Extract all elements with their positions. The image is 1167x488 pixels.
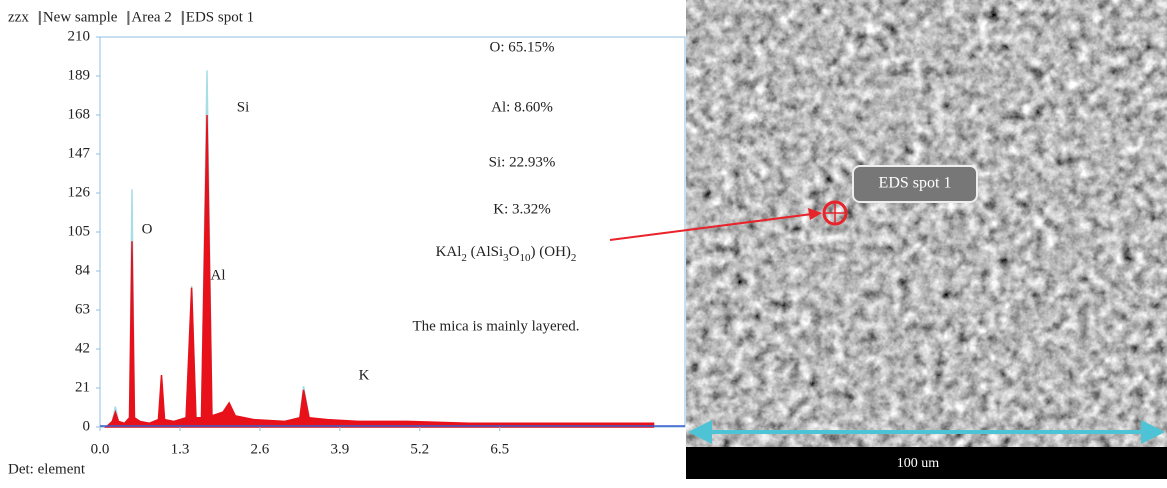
note: The mica is mainly layered. (412, 318, 579, 334)
breadcrumb: Area 2 (131, 9, 171, 25)
separator (182, 11, 184, 25)
peak-label: Si (237, 99, 250, 115)
formula: KAl2 (AlSi3O10) (OH)2 (436, 244, 577, 263)
peak-label: K (359, 367, 370, 383)
formula-part: (AlSi (467, 244, 503, 260)
x-tick-label: 1.3 (171, 441, 190, 457)
breadcrumb: New sample (43, 9, 118, 25)
chart: zzx New sample Area 2 EDS spot 1 Det: eleme… (0, 0, 1167, 483)
y-tick-label: 84 (75, 262, 91, 278)
breadcrumb: EDS spot 1 (186, 9, 254, 25)
peak-label: Al (211, 267, 226, 283)
y-tick-label: 63 (75, 301, 90, 317)
formula-part: 2 (571, 252, 577, 264)
x-tick-label: 2.6 (251, 441, 270, 457)
header: zzx New sample Area 2 EDS spot 1 (8, 9, 254, 25)
y-tick-label: 210 (68, 28, 91, 44)
y-tick-label: 42 (75, 340, 90, 356)
spectrum (106, 115, 653, 427)
formula-part: O (509, 244, 520, 260)
scale-label: 100 um (897, 456, 940, 471)
composition: Al: 8.60% (491, 99, 553, 115)
y-tick-label: 105 (68, 223, 91, 239)
composition: O: 65.15% (490, 39, 555, 55)
sem-image: 100 um EDS spot 1 (686, 0, 1167, 479)
y-tick-label: 189 (68, 67, 91, 83)
separator (39, 11, 41, 25)
x-tick-label: 0.0 (91, 441, 110, 457)
formula-part: KAl (436, 244, 462, 260)
breadcrumb: zzx (8, 9, 29, 25)
composition: K: 3.32% (493, 201, 551, 217)
y-tick-label: 126 (68, 184, 91, 200)
composition: Si: 22.93% (489, 154, 556, 170)
y-tick-label: 168 (68, 106, 91, 122)
y-tick-label: 21 (75, 379, 90, 395)
plot-area (100, 70, 685, 427)
x-tick-label: 6.5 (490, 441, 509, 457)
sem-texture (686, 0, 1167, 447)
footer: Det: element (8, 461, 86, 477)
spot-label: EDS spot 1 (879, 175, 952, 192)
peak-label: O (142, 221, 153, 237)
separator (127, 11, 129, 25)
x-tick-label: 3.9 (330, 441, 349, 457)
formula-part: ) (OH) (531, 244, 571, 260)
y-tick-label: 147 (68, 145, 91, 161)
formula-part: 10 (520, 252, 532, 264)
x-tick-label: 5.2 (410, 441, 429, 457)
y-tick-label: 0 (83, 418, 91, 434)
